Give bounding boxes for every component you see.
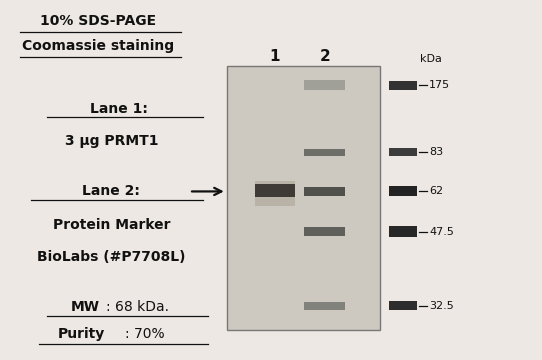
Text: 3 μg PRMT1: 3 μg PRMT1 (64, 134, 158, 148)
Text: 175: 175 (429, 80, 450, 90)
Text: MW: MW (71, 300, 100, 314)
Text: 10% SDS-PAGE: 10% SDS-PAGE (40, 14, 156, 28)
Text: 32.5: 32.5 (429, 301, 454, 311)
Text: 62: 62 (429, 186, 443, 197)
Bar (227, 66, 379, 330)
Bar (305, 187, 345, 196)
Bar (389, 81, 417, 90)
Bar (255, 184, 295, 197)
Text: BioLabs (#P7708L): BioLabs (#P7708L) (37, 250, 185, 264)
Text: : 68 kDa.: : 68 kDa. (106, 300, 169, 314)
Text: Coomassie staining: Coomassie staining (22, 39, 174, 53)
Text: kDa: kDa (420, 54, 442, 64)
Bar (305, 227, 345, 237)
Bar (389, 301, 417, 310)
Text: Lane 2:: Lane 2: (82, 184, 140, 198)
Text: Lane 1:: Lane 1: (91, 102, 149, 116)
Text: : 70%: : 70% (125, 327, 164, 341)
Text: 1: 1 (270, 49, 280, 64)
Bar (305, 149, 345, 156)
Text: Purity: Purity (57, 327, 105, 341)
Text: 47.5: 47.5 (429, 227, 454, 237)
Text: Protein Marker: Protein Marker (53, 218, 170, 231)
Bar (389, 226, 417, 237)
Bar (389, 186, 417, 197)
Bar (305, 302, 345, 310)
Text: 2: 2 (319, 49, 330, 64)
Bar (389, 148, 417, 156)
Bar (255, 181, 295, 206)
Bar (305, 80, 345, 90)
Text: 83: 83 (429, 147, 443, 157)
